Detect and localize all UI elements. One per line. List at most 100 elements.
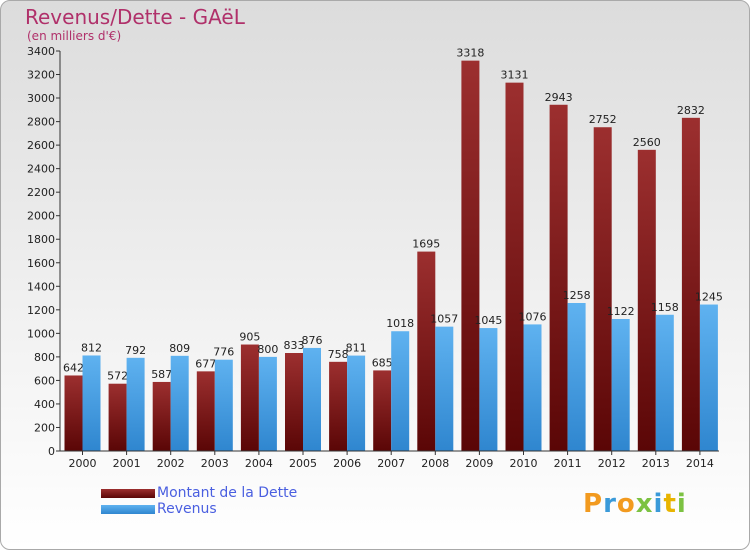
x-tick-label: 2003 [201, 457, 229, 470]
data-label-revenus: 1045 [474, 314, 502, 327]
x-tick-label: 2014 [686, 457, 714, 470]
bar-revenus [126, 357, 145, 451]
bar-debt [152, 381, 171, 451]
y-tick-label: 3000 [27, 92, 55, 105]
x-tick-label: 2007 [377, 457, 405, 470]
bar-debt [240, 344, 259, 451]
data-label-revenus: 800 [257, 343, 278, 356]
data-label-revenus: 876 [302, 334, 323, 347]
data-label-revenus: 776 [213, 346, 234, 359]
bar-debt [681, 117, 700, 451]
bar-debt [285, 353, 303, 451]
y-tick-label: 1200 [27, 304, 55, 317]
bar-debt [505, 82, 524, 451]
data-label-debt: 2752 [589, 113, 617, 126]
bar-debt [417, 251, 436, 451]
data-label-revenus: 1076 [519, 310, 547, 323]
data-label-revenus: 809 [169, 342, 190, 355]
logo-letter: i [653, 489, 664, 519]
proxiti-logo: Proxiti [583, 489, 687, 519]
bar-debt [108, 383, 127, 451]
y-tick-label: 0 [48, 445, 55, 458]
data-label-revenus: 792 [125, 344, 146, 357]
y-tick-label: 200 [34, 421, 55, 434]
data-label-debt: 1695 [412, 238, 440, 251]
y-tick-label: 3400 [27, 45, 55, 58]
bar-revenus [479, 328, 498, 451]
bar-debt [637, 149, 656, 451]
data-label-revenus: 1018 [386, 317, 414, 330]
bar-debt [329, 361, 348, 451]
y-tick-label: 3200 [27, 69, 55, 82]
bar-debt [549, 104, 568, 451]
legend-swatch-debt [101, 489, 155, 498]
data-label-revenus: 1258 [563, 289, 591, 302]
y-tick-label: 2200 [27, 186, 55, 199]
y-tick-label: 2600 [27, 139, 55, 152]
bar-revenus [655, 314, 674, 451]
bar-revenus [82, 355, 101, 451]
x-tick-label: 2012 [598, 457, 626, 470]
axes-group: 2000 2001 2002 2003 2004 2005 2006 2007 2008 2009… [27, 45, 719, 470]
x-tick-label: 2013 [642, 457, 670, 470]
x-tick-label: 2005 [289, 457, 317, 470]
bar-revenus [170, 355, 189, 451]
y-tick-label: 1800 [27, 233, 55, 246]
bar-revenus [567, 303, 586, 451]
x-tick-label: 2004 [245, 457, 273, 470]
logo-letter: t [663, 489, 677, 519]
logo-letter: o [616, 489, 636, 519]
data-label-debt: 2832 [677, 104, 705, 117]
data-label-revenus: 1245 [695, 291, 723, 304]
logo-letter: x [635, 489, 654, 519]
bar-debt [64, 375, 83, 451]
x-tick-label: 2011 [554, 457, 582, 470]
logo-letter: P [583, 489, 604, 519]
data-label-debt: 2943 [545, 91, 573, 104]
y-tick-label: 1000 [27, 327, 55, 340]
bar-revenus [258, 356, 277, 451]
data-label-debt: 758 [328, 348, 349, 361]
bar-debt [196, 371, 215, 451]
bar-revenus [347, 355, 366, 451]
data-label-debt: 3318 [456, 47, 484, 60]
bar-revenus [391, 331, 410, 451]
legend-label-revenus: Revenus [157, 501, 217, 517]
x-tick-label: 2009 [465, 457, 493, 470]
chart-subtitle: (en milliers d'€) [27, 29, 122, 43]
bar-revenus [699, 304, 718, 451]
data-label-debt: 587 [151, 368, 172, 381]
data-label-debt: 677 [195, 357, 216, 370]
data-label-debt: 2560 [633, 136, 661, 149]
data-label-revenus: 1158 [651, 301, 679, 314]
y-tick-label: 2400 [27, 163, 55, 176]
y-tick-label: 400 [34, 398, 55, 411]
y-tick-label: 1400 [27, 280, 55, 293]
x-tick-label: 2000 [69, 457, 97, 470]
data-label-revenus: 1122 [607, 305, 635, 318]
data-label-revenus: 812 [81, 341, 102, 354]
x-tick-label: 2010 [510, 457, 538, 470]
logo-letter: r [603, 489, 617, 519]
x-tick-label: 2001 [113, 457, 141, 470]
y-tick-label: 2800 [27, 116, 55, 129]
legend-label-debt: Montant de la Dette [157, 485, 298, 501]
bar-revenus [523, 324, 542, 451]
bar-revenus [611, 319, 630, 451]
data-label-debt: 572 [107, 370, 128, 383]
y-tick-label: 800 [34, 351, 55, 364]
bar-debt [461, 60, 480, 451]
x-tick-label: 2008 [421, 457, 449, 470]
y-tick-label: 1600 [27, 257, 55, 270]
bar-revenus [303, 347, 321, 451]
data-label-debt: 833 [284, 339, 305, 352]
y-tick-label: 600 [34, 374, 55, 387]
data-label-debt: 3131 [501, 69, 529, 82]
data-label-revenus: 811 [346, 342, 367, 355]
chart-title: Revenus/Dette - GAëL [25, 5, 245, 29]
bar-debt [593, 127, 612, 451]
bar-revenus [435, 326, 454, 451]
bar-debt [373, 370, 392, 451]
